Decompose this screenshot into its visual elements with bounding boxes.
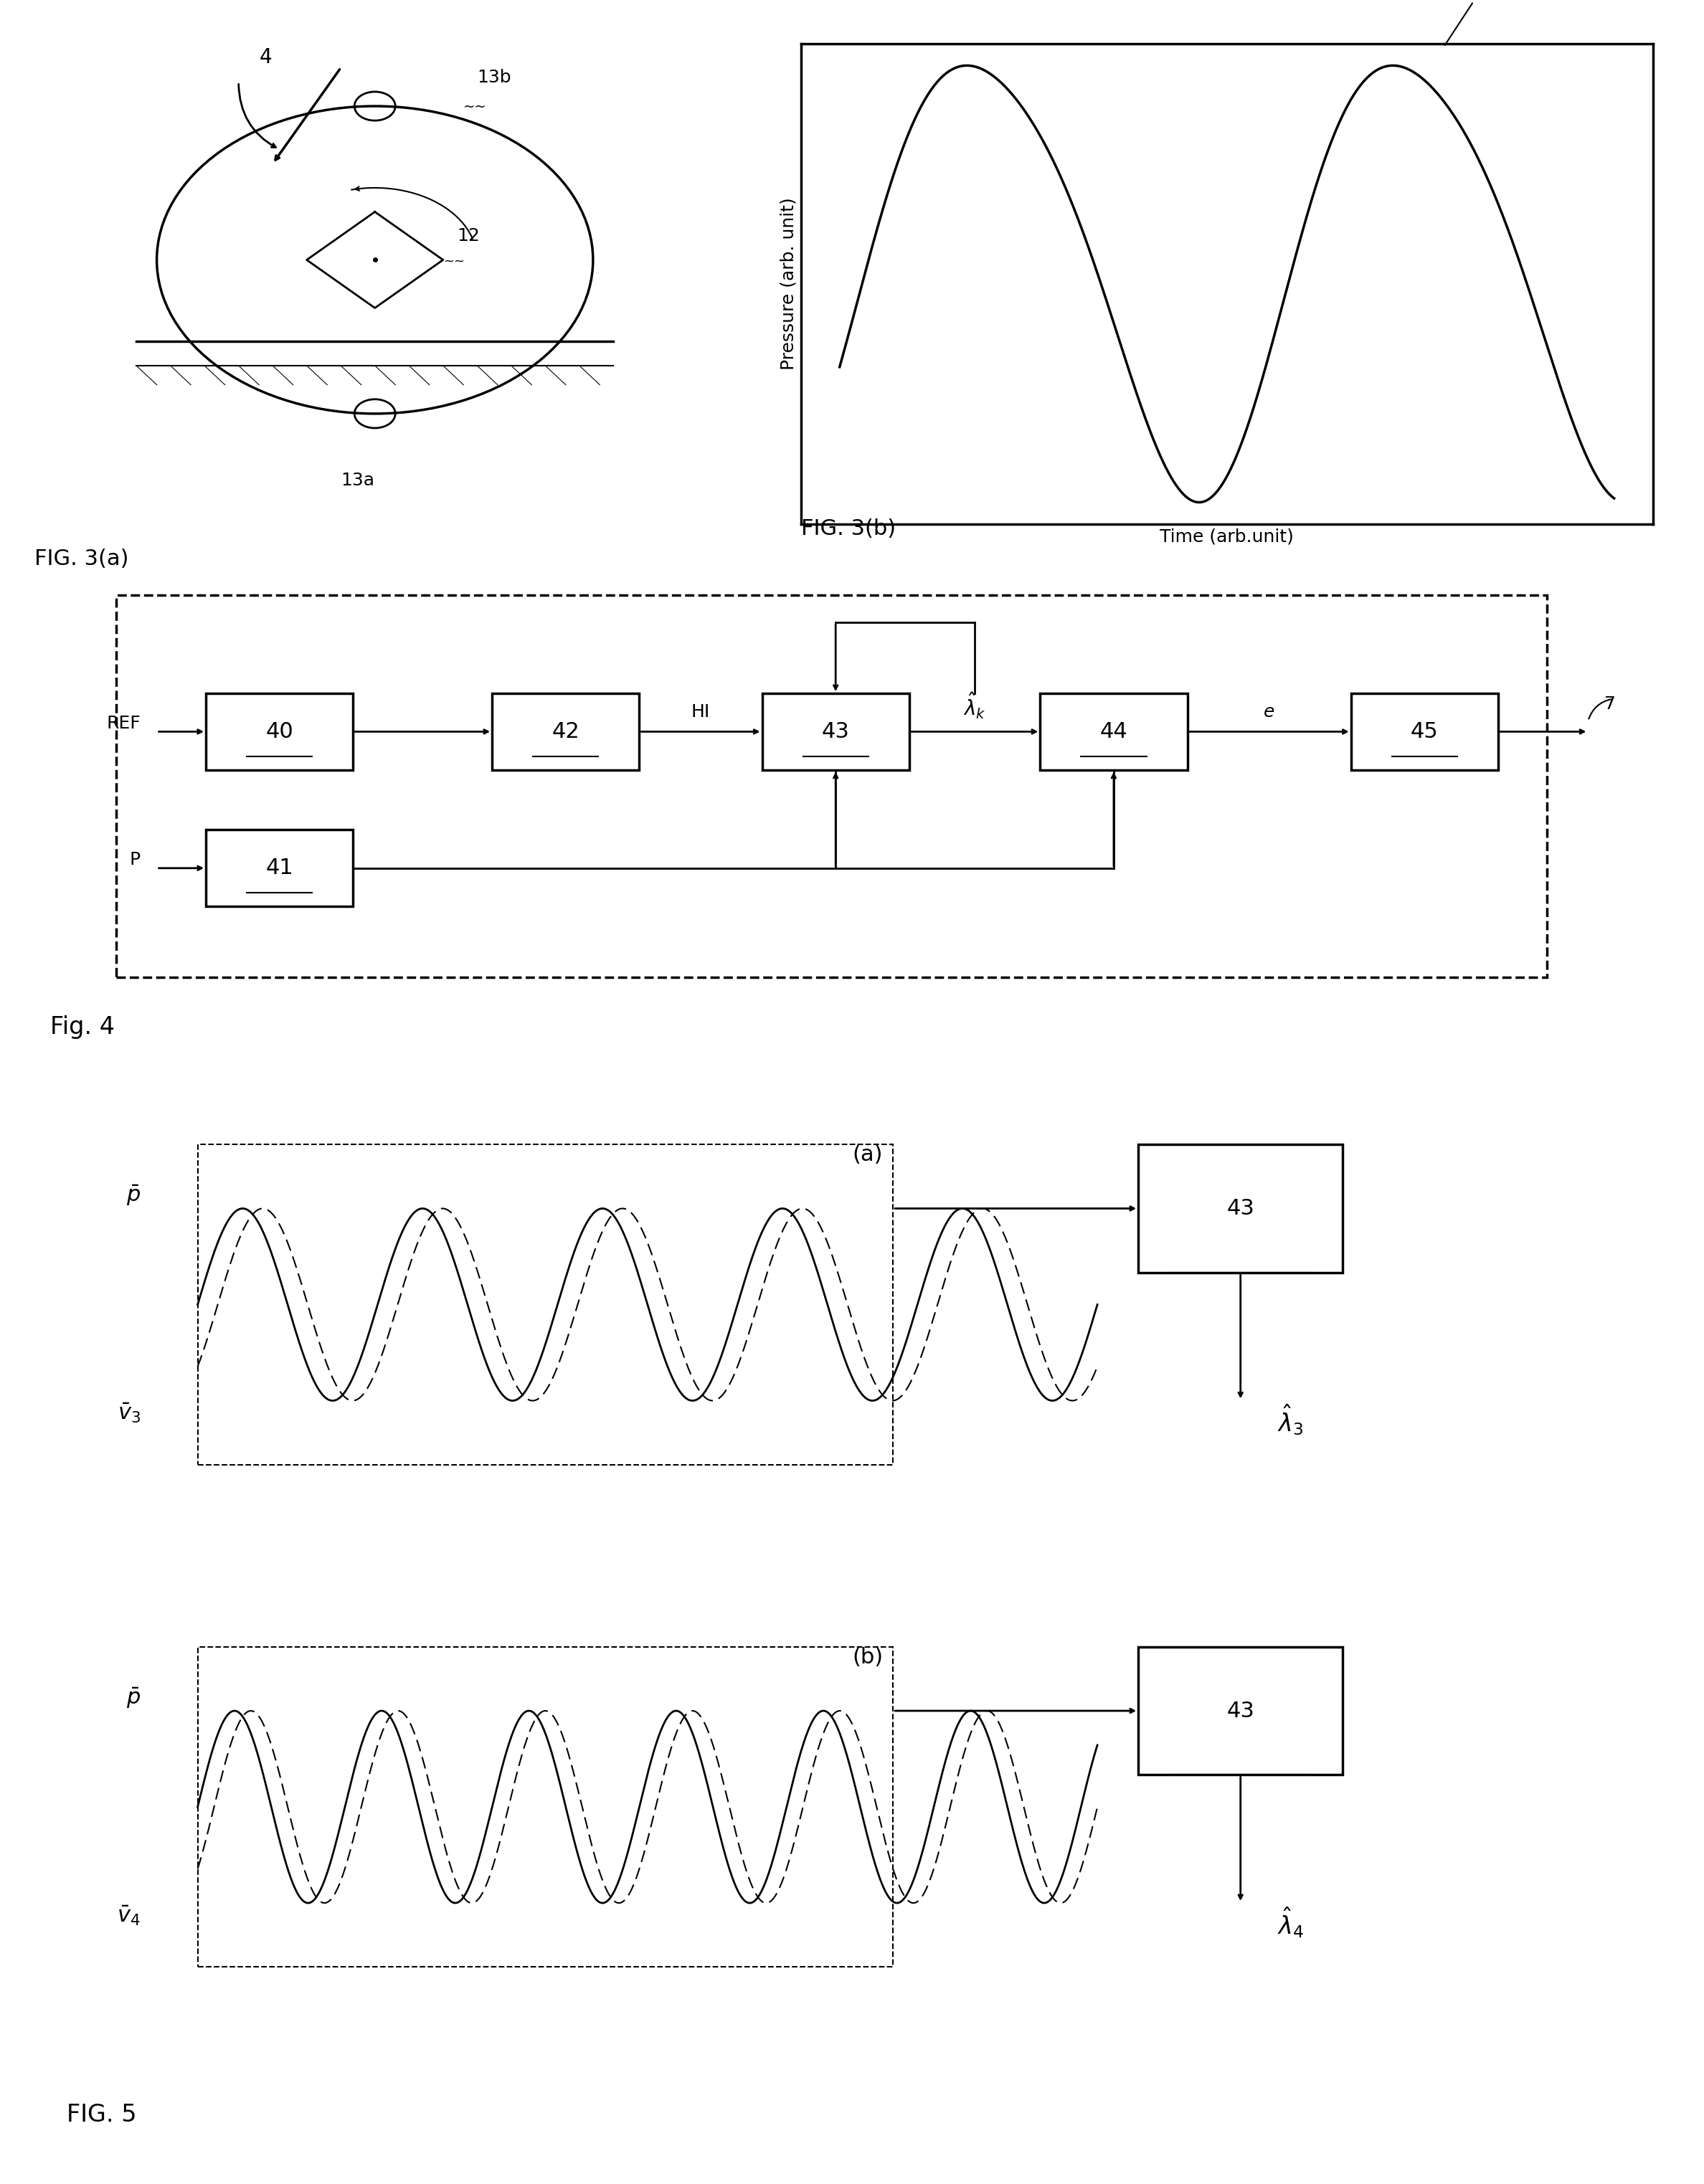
Text: 40: 40 [266,721,293,743]
Text: 45: 45 [1411,721,1438,743]
X-axis label: Time (arb.unit): Time (arb.unit) [1160,529,1293,546]
Text: $\bar{v}_4$: $\bar{v}_4$ [118,1904,140,1926]
Text: d: d [1445,0,1486,46]
Text: HI: HI [692,703,711,721]
Text: $\bar{p}$: $\bar{p}$ [126,1184,140,1208]
Text: $\hat{\lambda}_4$: $\hat{\lambda}_4$ [1278,1904,1304,1939]
Text: REF: REF [106,714,140,732]
Text: (b): (b) [852,1647,883,1669]
Text: e: e [1264,703,1275,721]
Text: Fig. 4: Fig. 4 [51,1016,114,1040]
Text: 7: 7 [1605,697,1615,712]
Text: $\hat{\lambda}_k$: $\hat{\lambda}_k$ [963,690,987,721]
Text: 43: 43 [821,721,850,743]
Text: (a): (a) [852,1144,883,1166]
Text: 4: 4 [259,48,271,68]
Text: 44: 44 [1099,721,1128,743]
Text: P: P [130,852,140,869]
Y-axis label: Pressure (arb. unit): Pressure (arb. unit) [780,197,797,371]
Text: $\bar{v}_3$: $\bar{v}_3$ [118,1402,140,1424]
Text: 43: 43 [1227,1199,1254,1219]
Text: 43: 43 [1227,1701,1254,1721]
Text: ~~: ~~ [463,100,487,114]
Text: 13a: 13a [341,472,375,489]
Text: FIG. 3(a): FIG. 3(a) [34,548,128,570]
Text: 12: 12 [457,227,479,245]
Text: $\hat{\lambda}_3$: $\hat{\lambda}_3$ [1278,1402,1304,1437]
Text: FIG. 3(b): FIG. 3(b) [801,518,896,539]
Text: 42: 42 [552,721,579,743]
Text: 13b: 13b [477,68,511,85]
Text: 41: 41 [266,858,293,878]
Text: ~~: ~~ [443,256,465,269]
Text: FIG. 5: FIG. 5 [66,2103,136,2127]
Text: $\bar{p}$: $\bar{p}$ [126,1686,140,1710]
